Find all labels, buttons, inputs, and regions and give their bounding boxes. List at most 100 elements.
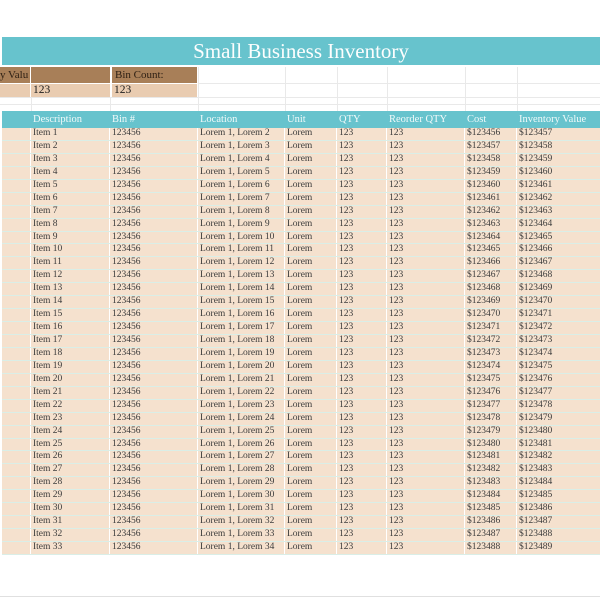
cell-location[interactable]: Lorem 1, Lorem 19 (198, 347, 285, 360)
cell-bin-number[interactable]: 123456 (110, 128, 198, 140)
summary-left-spacer-cell[interactable] (0, 84, 30, 97)
cell-unit[interactable]: Lorem (285, 257, 337, 270)
cell-cost[interactable]: $123462 (465, 205, 517, 218)
cell-bin-number[interactable]: 123456 (110, 231, 198, 244)
cell-unit[interactable]: Lorem (285, 451, 337, 464)
cell-bin-number[interactable]: 123456 (110, 205, 198, 218)
cell-description[interactable]: Item 5 (31, 179, 110, 192)
cell-description[interactable]: Item 3 (31, 153, 110, 166)
bin-count-label-cell[interactable]: Bin Count: (112, 67, 197, 83)
cell-cost[interactable]: $123461 (465, 192, 517, 205)
cell-unit[interactable]: Lorem (285, 322, 337, 334)
cell-location[interactable]: Lorem 1, Lorem 2 (198, 128, 285, 140)
cell-location[interactable]: Lorem 1, Lorem 5 (198, 166, 285, 179)
summary-left-label-cell[interactable]: y Valu (0, 67, 30, 83)
cell-location[interactable]: Lorem 1, Lorem 30 (198, 490, 285, 503)
cell-location[interactable]: Lorem 1, Lorem 27 (198, 451, 285, 464)
cell-bin-number[interactable]: 123456 (110, 309, 198, 322)
cell-unit[interactable]: Lorem (285, 335, 337, 347)
cell-reorder-qty[interactable]: 123 (387, 425, 465, 438)
cell-qty[interactable]: 123 (337, 412, 387, 425)
cell-unit[interactable]: Lorem (285, 283, 337, 296)
cell-bin-number[interactable]: 123456 (110, 347, 198, 360)
cell-rowhead[interactable] (2, 412, 31, 425)
cell-inventory-value[interactable]: $123465 (519, 231, 553, 242)
cell-qty[interactable]: 123 (337, 490, 387, 503)
cell-bin-number[interactable]: 123456 (110, 399, 198, 412)
cell-description[interactable]: Item 6 (31, 192, 110, 205)
cell-description[interactable]: Item 16 (31, 322, 110, 334)
cell-cost[interactable]: $123457 (465, 140, 517, 153)
cell-bin-number[interactable]: 123456 (110, 153, 198, 166)
cell-cost[interactable]: $123471 (465, 322, 517, 334)
cell-rowhead[interactable] (2, 270, 31, 283)
cell-inventory-value[interactable]: $123482 (519, 451, 553, 462)
cell-inventory-value[interactable]: $123468 (519, 270, 553, 281)
cell-unit[interactable]: Lorem (285, 503, 337, 516)
cell-unit[interactable]: Lorem (285, 516, 337, 529)
cell-reorder-qty[interactable]: 123 (387, 490, 465, 503)
cell-rowhead[interactable] (2, 179, 31, 192)
cell-rowhead[interactable] (2, 373, 31, 386)
cell-description[interactable]: Item 31 (31, 516, 110, 529)
cell-inventory-value[interactable]: $123459 (519, 153, 553, 164)
cell-location[interactable]: Lorem 1, Lorem 7 (198, 192, 285, 205)
cell-inventory-value[interactable]: $123475 (519, 360, 553, 371)
cell-qty[interactable]: 123 (337, 335, 387, 347)
cell-description[interactable]: Item 32 (31, 529, 110, 541)
cell-qty[interactable]: 123 (337, 373, 387, 386)
cell-inventory-value[interactable]: $123473 (519, 335, 553, 345)
cell-description[interactable]: Item 1 (31, 128, 110, 140)
cell-reorder-qty[interactable]: 123 (387, 166, 465, 179)
cell-description[interactable]: Item 9 (31, 231, 110, 244)
cell-bin-number[interactable]: 123456 (110, 192, 198, 205)
cell-qty[interactable]: 123 (337, 399, 387, 412)
cell-description[interactable]: Item 26 (31, 451, 110, 464)
cell-cost[interactable]: $123475 (465, 373, 517, 386)
cell-cost[interactable]: $123474 (465, 360, 517, 373)
cell-inventory-value[interactable]: $123470 (519, 296, 553, 307)
cell-cost[interactable]: $123469 (465, 296, 517, 309)
cell-description[interactable]: Item 25 (31, 438, 110, 451)
cell-rowhead[interactable] (2, 205, 31, 218)
column-header-cost[interactable]: Cost (467, 114, 487, 125)
cell-unit[interactable]: Lorem (285, 179, 337, 192)
cell-bin-number[interactable]: 123456 (110, 490, 198, 503)
cell-inventory-value[interactable]: $123484 (519, 477, 553, 488)
cell-reorder-qty[interactable]: 123 (387, 296, 465, 309)
cell-qty[interactable]: 123 (337, 283, 387, 296)
cell-description[interactable]: Item 23 (31, 412, 110, 425)
cell-description[interactable]: Item 11 (31, 257, 110, 270)
cell-reorder-qty[interactable]: 123 (387, 140, 465, 153)
cell-inventory-value[interactable]: $123488 (519, 529, 553, 540)
column-header-location[interactable]: Location (200, 114, 238, 125)
column-header-inventory-value[interactable]: Inventory Value (519, 114, 587, 125)
cell-unit[interactable]: Lorem (285, 153, 337, 166)
cell-cost[interactable]: $123459 (465, 166, 517, 179)
cell-rowhead[interactable] (2, 360, 31, 373)
cell-unit[interactable]: Lorem (285, 490, 337, 503)
cell-bin-number[interactable]: 123456 (110, 503, 198, 516)
cell-bin-number[interactable]: 123456 (110, 386, 198, 399)
cell-qty[interactable]: 123 (337, 179, 387, 192)
cell-inventory-value[interactable]: $123460 (519, 166, 553, 177)
cell-location[interactable]: Lorem 1, Lorem 23 (198, 399, 285, 412)
cell-unit[interactable]: Lorem (285, 399, 337, 412)
cell-location[interactable]: Lorem 1, Lorem 28 (198, 464, 285, 477)
cell-cost[interactable]: $123464 (465, 231, 517, 244)
cell-cost[interactable]: $123476 (465, 386, 517, 399)
cell-cost[interactable]: $123465 (465, 244, 517, 257)
cell-reorder-qty[interactable]: 123 (387, 283, 465, 296)
cell-qty[interactable]: 123 (337, 477, 387, 490)
cell-rowhead[interactable] (2, 464, 31, 477)
cell-location[interactable]: Lorem 1, Lorem 6 (198, 179, 285, 192)
cell-qty[interactable]: 123 (337, 205, 387, 218)
cell-description[interactable]: Item 7 (31, 205, 110, 218)
cell-inventory-value[interactable]: $123463 (519, 205, 553, 216)
cell-qty[interactable]: 123 (337, 296, 387, 309)
cell-bin-number[interactable]: 123456 (110, 373, 198, 386)
cell-inventory-value[interactable]: $123483 (519, 464, 553, 475)
cell-cost[interactable]: $123470 (465, 309, 517, 322)
cell-rowhead[interactable] (2, 335, 31, 347)
cell-cost[interactable]: $123458 (465, 153, 517, 166)
